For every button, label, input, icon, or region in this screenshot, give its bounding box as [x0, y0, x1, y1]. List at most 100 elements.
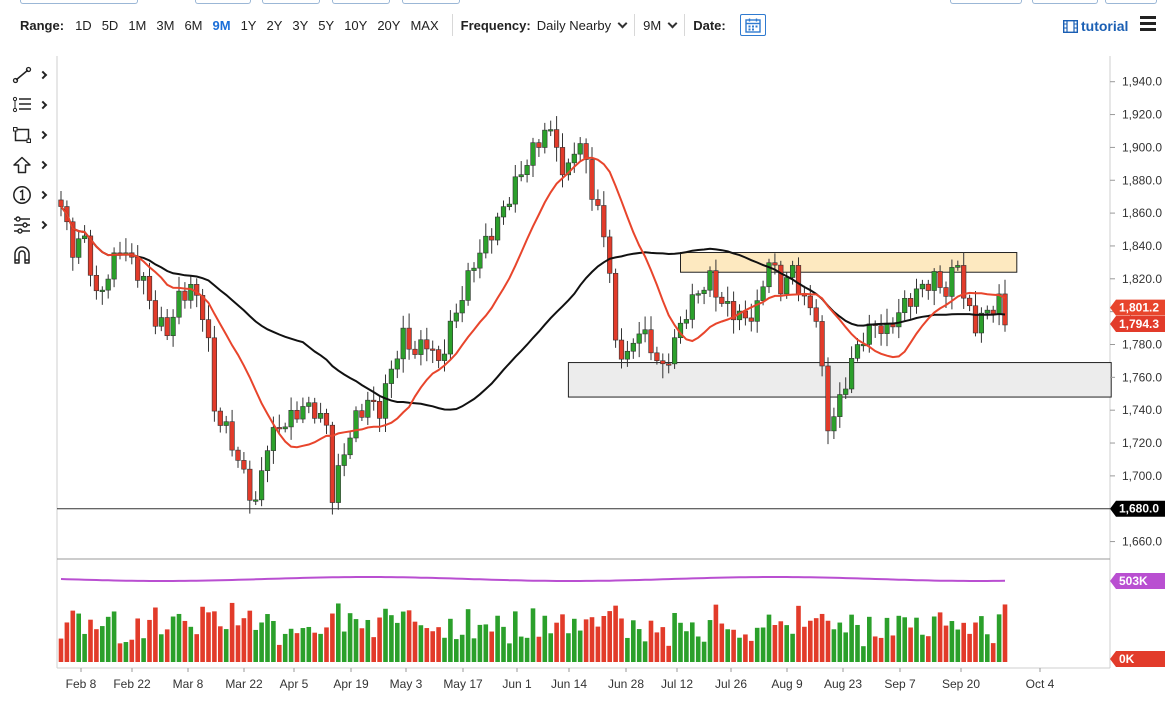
top-tab[interactable] [1105, 0, 1157, 4]
fibonacci-tool-icon [12, 96, 31, 113]
top-tab[interactable] [950, 0, 1022, 4]
time-tick-label: Mar 8 [173, 677, 204, 691]
top-tab[interactable] [20, 0, 138, 4]
menu-icon[interactable] [1140, 16, 1156, 31]
tutorial-link[interactable]: tutorial [1063, 18, 1128, 34]
range-button-5y[interactable]: 5Y [318, 17, 335, 33]
candle-body [548, 129, 554, 132]
candle-body [854, 344, 861, 359]
candle [648, 316, 654, 361]
range-button-2y[interactable]: 2Y [266, 17, 283, 33]
top-tab[interactable] [262, 0, 320, 4]
tutorial-label: tutorial [1081, 18, 1129, 34]
range-selector: Range: 1D 5D 1M 3M 6M 9M 1Y 2Y 3Y 5Y 10Y 20Y MAX [20, 18, 444, 33]
candle [211, 325, 218, 422]
volume-bar [542, 615, 548, 662]
range-button-1y[interactable]: 1Y [240, 17, 257, 33]
price-tick-label: 1,700.0 [1122, 469, 1162, 483]
range-button-5d[interactable]: 5D [101, 17, 119, 33]
candle [329, 421, 336, 515]
volume-bar [554, 622, 559, 662]
candle [943, 281, 949, 308]
date-label: Date: [693, 17, 726, 33]
candle [843, 377, 849, 400]
volume-bar [100, 626, 105, 662]
range-button-9m[interactable]: 9M [212, 17, 231, 33]
price-tick-label: 1,920.0 [1122, 108, 1162, 122]
volume-bar [530, 608, 536, 662]
toolbar-divider [684, 14, 686, 36]
candle [913, 278, 920, 314]
volume-bar [459, 634, 465, 662]
period-dropdown[interactable]: 9M [643, 18, 678, 33]
indicators-tool[interactable] [10, 210, 54, 240]
candle [164, 309, 170, 341]
date-picker-button[interactable] [739, 14, 766, 36]
candle [394, 350, 400, 379]
arrow-tool[interactable] [10, 150, 54, 180]
volume-bar [660, 627, 666, 662]
counter-tool[interactable] [10, 180, 54, 210]
price-tick-label: 1,760.0 [1122, 370, 1162, 384]
volume-bar [931, 616, 937, 662]
volume-bar [483, 624, 489, 662]
volume-bar [277, 644, 282, 662]
volume-bar [813, 618, 819, 662]
candle-body [512, 176, 518, 205]
candle-body [748, 317, 754, 322]
candle-body [418, 339, 424, 355]
candle [825, 357, 831, 445]
volume-bar [88, 619, 93, 662]
volume-last-badge-label: 0K [1119, 652, 1135, 666]
top-tab[interactable] [402, 0, 460, 4]
candle-body [848, 358, 855, 390]
candle-body [701, 289, 707, 294]
fibonacci-tool[interactable] [10, 90, 54, 120]
candle [294, 401, 300, 423]
candle-body [925, 283, 931, 291]
range-button-10y[interactable]: 10Y [344, 17, 368, 33]
candle [931, 268, 937, 306]
candle [176, 276, 182, 325]
top-tab[interactable] [1032, 0, 1098, 4]
range-button-1d[interactable]: 1D [75, 17, 92, 33]
candle [58, 191, 64, 217]
range-button-1m[interactable]: 1M [128, 17, 147, 33]
volume-bar [518, 636, 524, 662]
candle [453, 303, 459, 329]
candle-body [264, 450, 271, 471]
range-button-3y[interactable]: 3Y [292, 17, 309, 33]
range-button-20y[interactable]: 20Y [377, 17, 401, 33]
candle-body [258, 470, 265, 501]
candle [630, 338, 636, 359]
candle-body [253, 499, 259, 502]
volume-bar [241, 618, 247, 662]
candle [707, 266, 713, 297]
top-tab[interactable] [195, 0, 251, 4]
volume-bar [749, 640, 754, 662]
candle-body [82, 235, 88, 240]
volume-bar [406, 610, 412, 662]
magnet-tool[interactable] [10, 240, 54, 270]
candle-body [601, 205, 607, 238]
candle-body [158, 317, 164, 327]
candle-body [553, 129, 560, 148]
trendline-tool[interactable] [10, 60, 54, 90]
candle-body [300, 406, 306, 420]
volume-bar [796, 605, 801, 662]
top-tab[interactable] [332, 0, 390, 4]
candle-body [719, 296, 725, 304]
candle-body [93, 275, 99, 292]
range-button-max[interactable]: MAX [410, 17, 439, 33]
candle [477, 239, 483, 279]
candle [341, 443, 347, 477]
candle-body [111, 252, 117, 280]
range-button-6m[interactable]: 6M [184, 17, 203, 33]
range-button-3m[interactable]: 3M [156, 17, 175, 33]
rectangle-tool[interactable] [10, 120, 54, 150]
candle-body [270, 427, 277, 451]
time-tick-label: Jun 28 [608, 677, 644, 691]
frequency-dropdown[interactable]: Daily Nearby [537, 18, 628, 33]
candle [430, 340, 436, 364]
